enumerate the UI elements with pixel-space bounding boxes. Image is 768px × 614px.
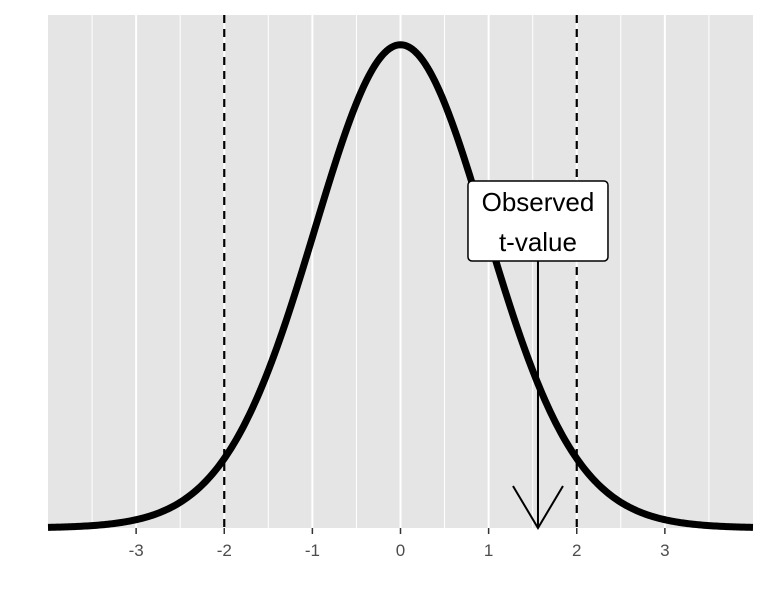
x-tick-label: -3 [129,541,144,560]
x-tick-label: -2 [217,541,232,560]
x-tick-label: 2 [572,541,581,560]
annotation-line-1: Observed [482,187,595,217]
density-curve [46,41,755,531]
annotation-line-2: t-value [499,227,577,257]
observed-arrow [512,261,564,530]
x-tick-label: 1 [484,541,493,560]
x-tick-label: 0 [396,541,405,560]
x-tick-label: 3 [660,541,669,560]
x-tick-label: -1 [305,541,320,560]
critical-value-lines [223,15,578,528]
annotation-box: Observed t-value [467,180,609,262]
annotation-label-box [467,180,609,262]
arrow-head [512,485,564,530]
x-axis: -3 -2 -1 0 1 2 3 [129,528,670,560]
